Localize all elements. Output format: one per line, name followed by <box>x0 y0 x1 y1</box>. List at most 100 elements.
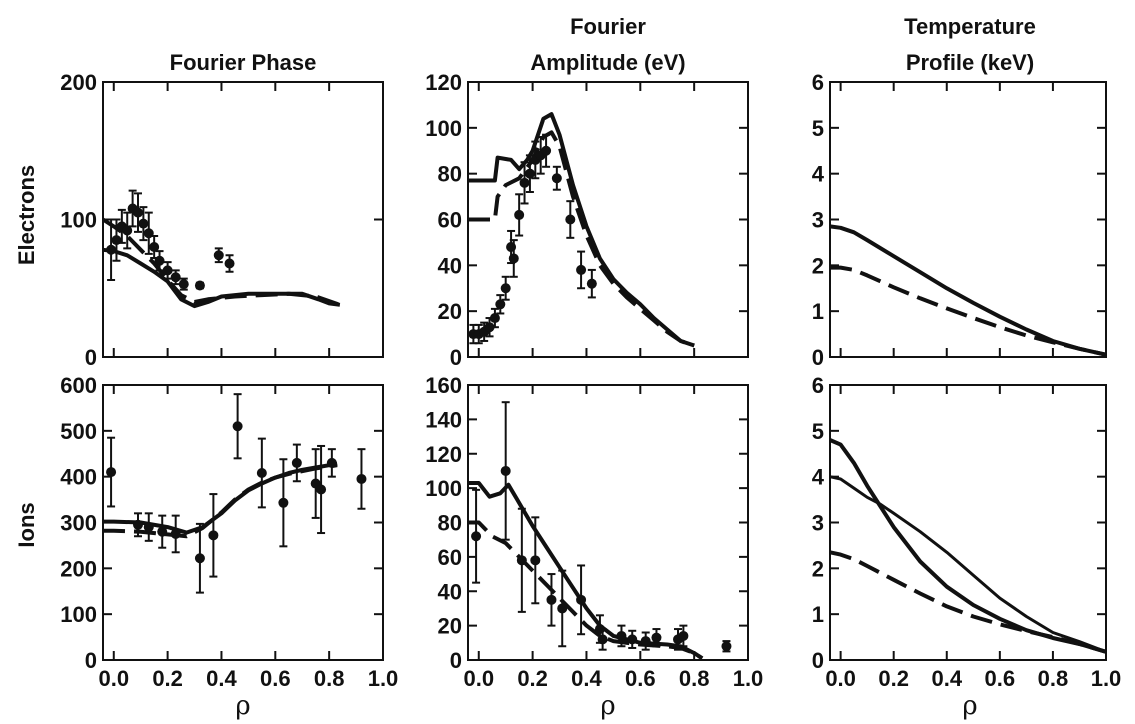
dashed-model-curve <box>101 217 341 307</box>
data-point <box>519 177 530 188</box>
y-tick-label: 0 <box>812 648 824 673</box>
panel-ions-amplitude: 0 20 40 60 80 100 120 140 160 0.0 0.2 0.4 0.6 0.8 1.0 <box>425 373 763 691</box>
data-point <box>616 630 627 641</box>
data-point <box>508 253 519 264</box>
col-title-temperature-line1: Temperature <box>904 14 1036 39</box>
panel-electrons-amplitude: 0 20 40 60 80 100 120 <box>425 70 749 370</box>
data-point <box>170 528 181 539</box>
data-point <box>514 209 525 220</box>
data-point <box>500 465 511 476</box>
col-title-temperature-line2: Profile (keV) <box>906 50 1034 75</box>
y-tick-label: 5 <box>812 116 824 141</box>
x-tick-label: 0.4 <box>206 666 237 691</box>
data-point <box>232 421 243 432</box>
panel-electrons-temperature: 0 1 2 3 4 5 6 <box>812 70 1107 370</box>
data-point <box>122 225 133 236</box>
y-tick-label: 0 <box>85 648 97 673</box>
y-tick-label: 600 <box>60 373 97 398</box>
data-point <box>213 250 224 261</box>
data-point <box>551 173 562 184</box>
data-point <box>133 519 143 530</box>
y-tick-label: 1 <box>812 299 824 324</box>
data-point <box>500 283 511 294</box>
x-tick-label: 0.2 <box>878 666 909 691</box>
x-tick-label: 0.2 <box>152 666 183 691</box>
plot-frame <box>467 384 749 661</box>
y-tick-label: 60 <box>438 545 462 570</box>
data-point <box>640 636 651 647</box>
y-tick-label: 100 <box>425 476 462 501</box>
panel-ions-temperature: 0 1 2 3 4 5 6 0.0 0.2 0.4 0.6 0.8 1.0 <box>812 373 1122 691</box>
col-title-amplitude-line2: Amplitude (eV) <box>530 50 685 75</box>
x-tick-label: 0.8 <box>679 666 710 691</box>
x-tick-label: 0.0 <box>98 666 129 691</box>
col-title-amplitude-line1: Fourier <box>570 14 646 39</box>
y-tick-label: 3 <box>812 208 824 233</box>
x-tick-label: 0.6 <box>985 666 1016 691</box>
data-point <box>256 468 267 478</box>
y-tick-label: 100 <box>60 602 97 627</box>
y-tick-label: 120 <box>425 442 462 467</box>
row-label-ions: Ions <box>14 502 39 547</box>
y-tick-label: 200 <box>60 70 97 95</box>
y-tick-label: 4 <box>812 465 825 490</box>
y-tick-label: 0 <box>812 345 824 370</box>
x-label-temperature: ρ <box>962 691 977 721</box>
data-point <box>157 526 168 537</box>
data-point <box>495 299 506 310</box>
x-tick-label: 0.6 <box>625 666 656 691</box>
solid-model-curve <box>829 224 1107 357</box>
x-tick-label: 0.6 <box>260 666 291 691</box>
row-label-electrons: Electrons <box>14 165 39 265</box>
data-point <box>586 278 597 289</box>
y-tick-label: 140 <box>425 407 462 432</box>
dashed-model-curve <box>829 550 1107 654</box>
y-tick-label: 100 <box>425 116 462 141</box>
y-tick-label: 3 <box>812 511 824 536</box>
data-point <box>208 530 219 541</box>
dashed-model-curve <box>830 265 1107 357</box>
y-tick-label: 40 <box>438 579 462 604</box>
solid-model-curve <box>829 438 1107 654</box>
y-tick-label: 160 <box>425 373 462 398</box>
x-label-amplitude: ρ <box>600 691 615 721</box>
data-point <box>524 168 535 179</box>
x-tick-label: 0.0 <box>463 666 494 691</box>
data-point <box>170 272 181 283</box>
y-tick-label: 40 <box>438 253 462 278</box>
data-point <box>326 457 337 468</box>
x-tick-label: 1.0 <box>368 666 399 691</box>
dashed-model-curve <box>468 520 704 660</box>
y-tick-label: 0 <box>85 345 97 370</box>
data-point <box>597 634 608 645</box>
y-tick-label: 500 <box>60 419 97 444</box>
solid-model-curve <box>103 461 338 535</box>
data-point <box>627 634 638 645</box>
y-tick-label: 20 <box>438 299 462 324</box>
plot-frame <box>829 384 1107 661</box>
data-point <box>651 632 662 643</box>
x-tick-label: 1.0 <box>733 666 764 691</box>
x-tick-label: 1.0 <box>1091 666 1122 691</box>
y-tick-label: 20 <box>438 614 462 639</box>
column-headers: Fourier Phase Fourier Amplitude (eV) Tem… <box>170 14 1036 75</box>
plot-frame <box>829 81 1107 358</box>
y-tick-label: 1 <box>812 602 824 627</box>
y-tick-label: 120 <box>425 70 462 95</box>
solid-model-curve <box>468 481 704 660</box>
data-point <box>138 218 149 229</box>
data-point <box>565 214 576 225</box>
y-tick-label: 6 <box>812 70 824 95</box>
data-point <box>576 264 587 275</box>
y-tick-label: 60 <box>438 208 462 233</box>
data-point <box>178 279 189 290</box>
data-point <box>541 145 552 156</box>
x-tick-label: 0.0 <box>825 666 856 691</box>
data-point <box>224 258 235 269</box>
data-point <box>143 522 154 533</box>
data-point <box>149 242 160 252</box>
y-tick-label: 80 <box>438 511 462 536</box>
x-tick-label: 0.4 <box>931 666 962 691</box>
data-point <box>471 531 482 542</box>
